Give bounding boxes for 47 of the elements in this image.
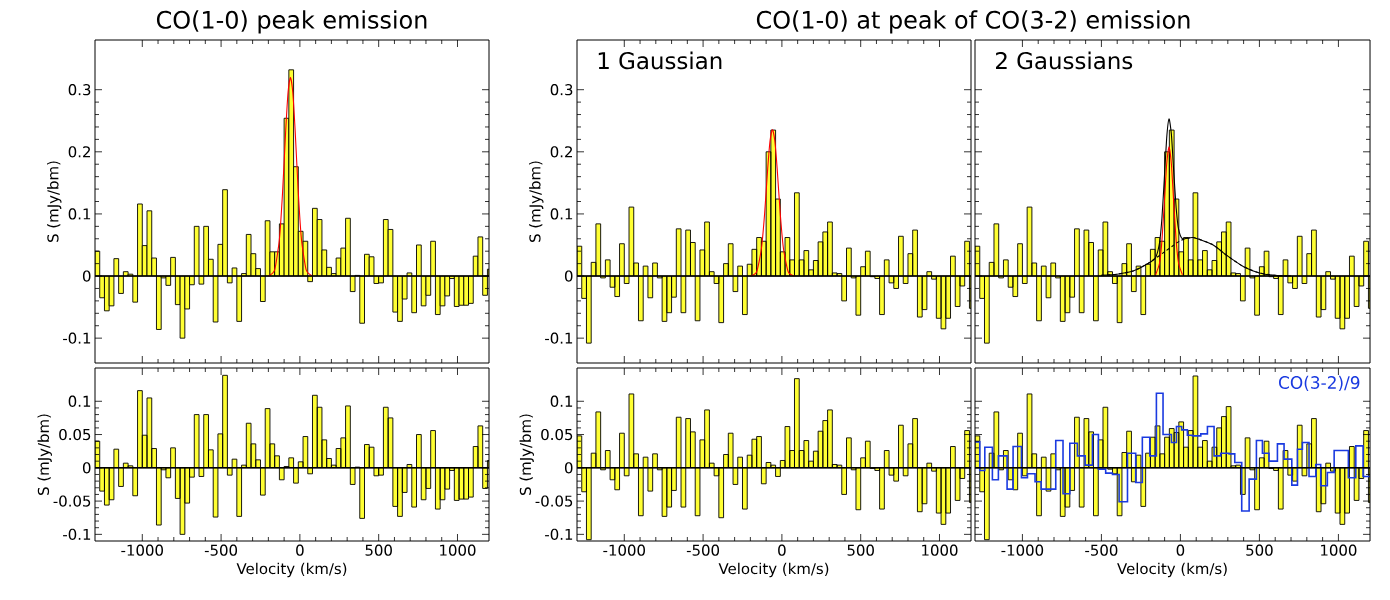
x-axis-title: Velocity (km/s): [718, 562, 829, 578]
x-tick-label: -1000: [121, 544, 163, 556]
y-axis-title: S (mJy/bm): [47, 161, 62, 242]
y-tick-label: 0.2: [550, 146, 572, 158]
x-tick-label: -500: [686, 544, 720, 556]
y-tick-label: 0.2: [68, 146, 90, 158]
y-tick-label: 0.05: [59, 428, 91, 441]
x-tick-label: 1000: [1321, 544, 1357, 556]
x-tick-label: 500: [365, 544, 392, 556]
chart-title: CO(1-0) at peak of CO(3-2) emission: [756, 10, 1190, 34]
y-tick-label: 0: [564, 270, 573, 282]
y-tick-label: -0.1: [545, 528, 573, 541]
x-tick-label: 500: [1246, 544, 1273, 556]
x-tick-label: 0: [778, 544, 786, 556]
x-tick-label: -500: [1085, 544, 1118, 556]
x-tick-label: 0: [1176, 544, 1185, 556]
text: CO(3-2)/9: [1279, 375, 1360, 391]
x-tick-label: -1000: [1001, 544, 1044, 556]
x-tick-label: 500: [847, 544, 874, 556]
y-tick-label: -0.05: [535, 495, 573, 507]
y-tick-label: -0.05: [53, 495, 91, 507]
y-axis-title: S (mJy/bm): [529, 161, 544, 242]
annotation: 2 Gaussians: [996, 51, 1133, 70]
y-tick-label: 0.1: [68, 395, 91, 407]
x-tick-label: -1000: [603, 544, 645, 556]
y-tick-label: 0.1: [550, 208, 573, 220]
y-tick-label: 0.1: [68, 208, 91, 220]
y-tick-label: 0.3: [68, 84, 91, 96]
y-tick-label: 0: [564, 462, 573, 474]
y-axis-title: S (mJy/bm): [37, 414, 52, 495]
y-tick-label: 0.1: [550, 395, 573, 407]
x-tick-label: 1000: [922, 544, 958, 556]
x-tick-label: -500: [204, 544, 238, 556]
annotation: 1 Gaussian: [598, 51, 722, 70]
y-tick-label: -0.1: [545, 332, 573, 344]
y-tick-label: 0.05: [541, 428, 573, 441]
y-axis-title: S (mJy/bm): [519, 414, 534, 495]
y-tick-label: 0: [82, 270, 91, 282]
y-tick-label: -0.1: [63, 528, 91, 541]
chart-title: CO(1-0) peak emission: [156, 10, 427, 34]
y-tick-label: 0: [82, 462, 91, 474]
y-tick-label: 0.3: [550, 84, 573, 96]
x-tick-label: 1000: [440, 544, 476, 556]
y-tick-label: -0.1: [63, 332, 91, 344]
x-axis-title: Velocity (km/s): [1117, 562, 1227, 578]
x-tick-label: 0: [296, 544, 304, 556]
x-axis-title: Velocity (km/s): [236, 562, 347, 578]
